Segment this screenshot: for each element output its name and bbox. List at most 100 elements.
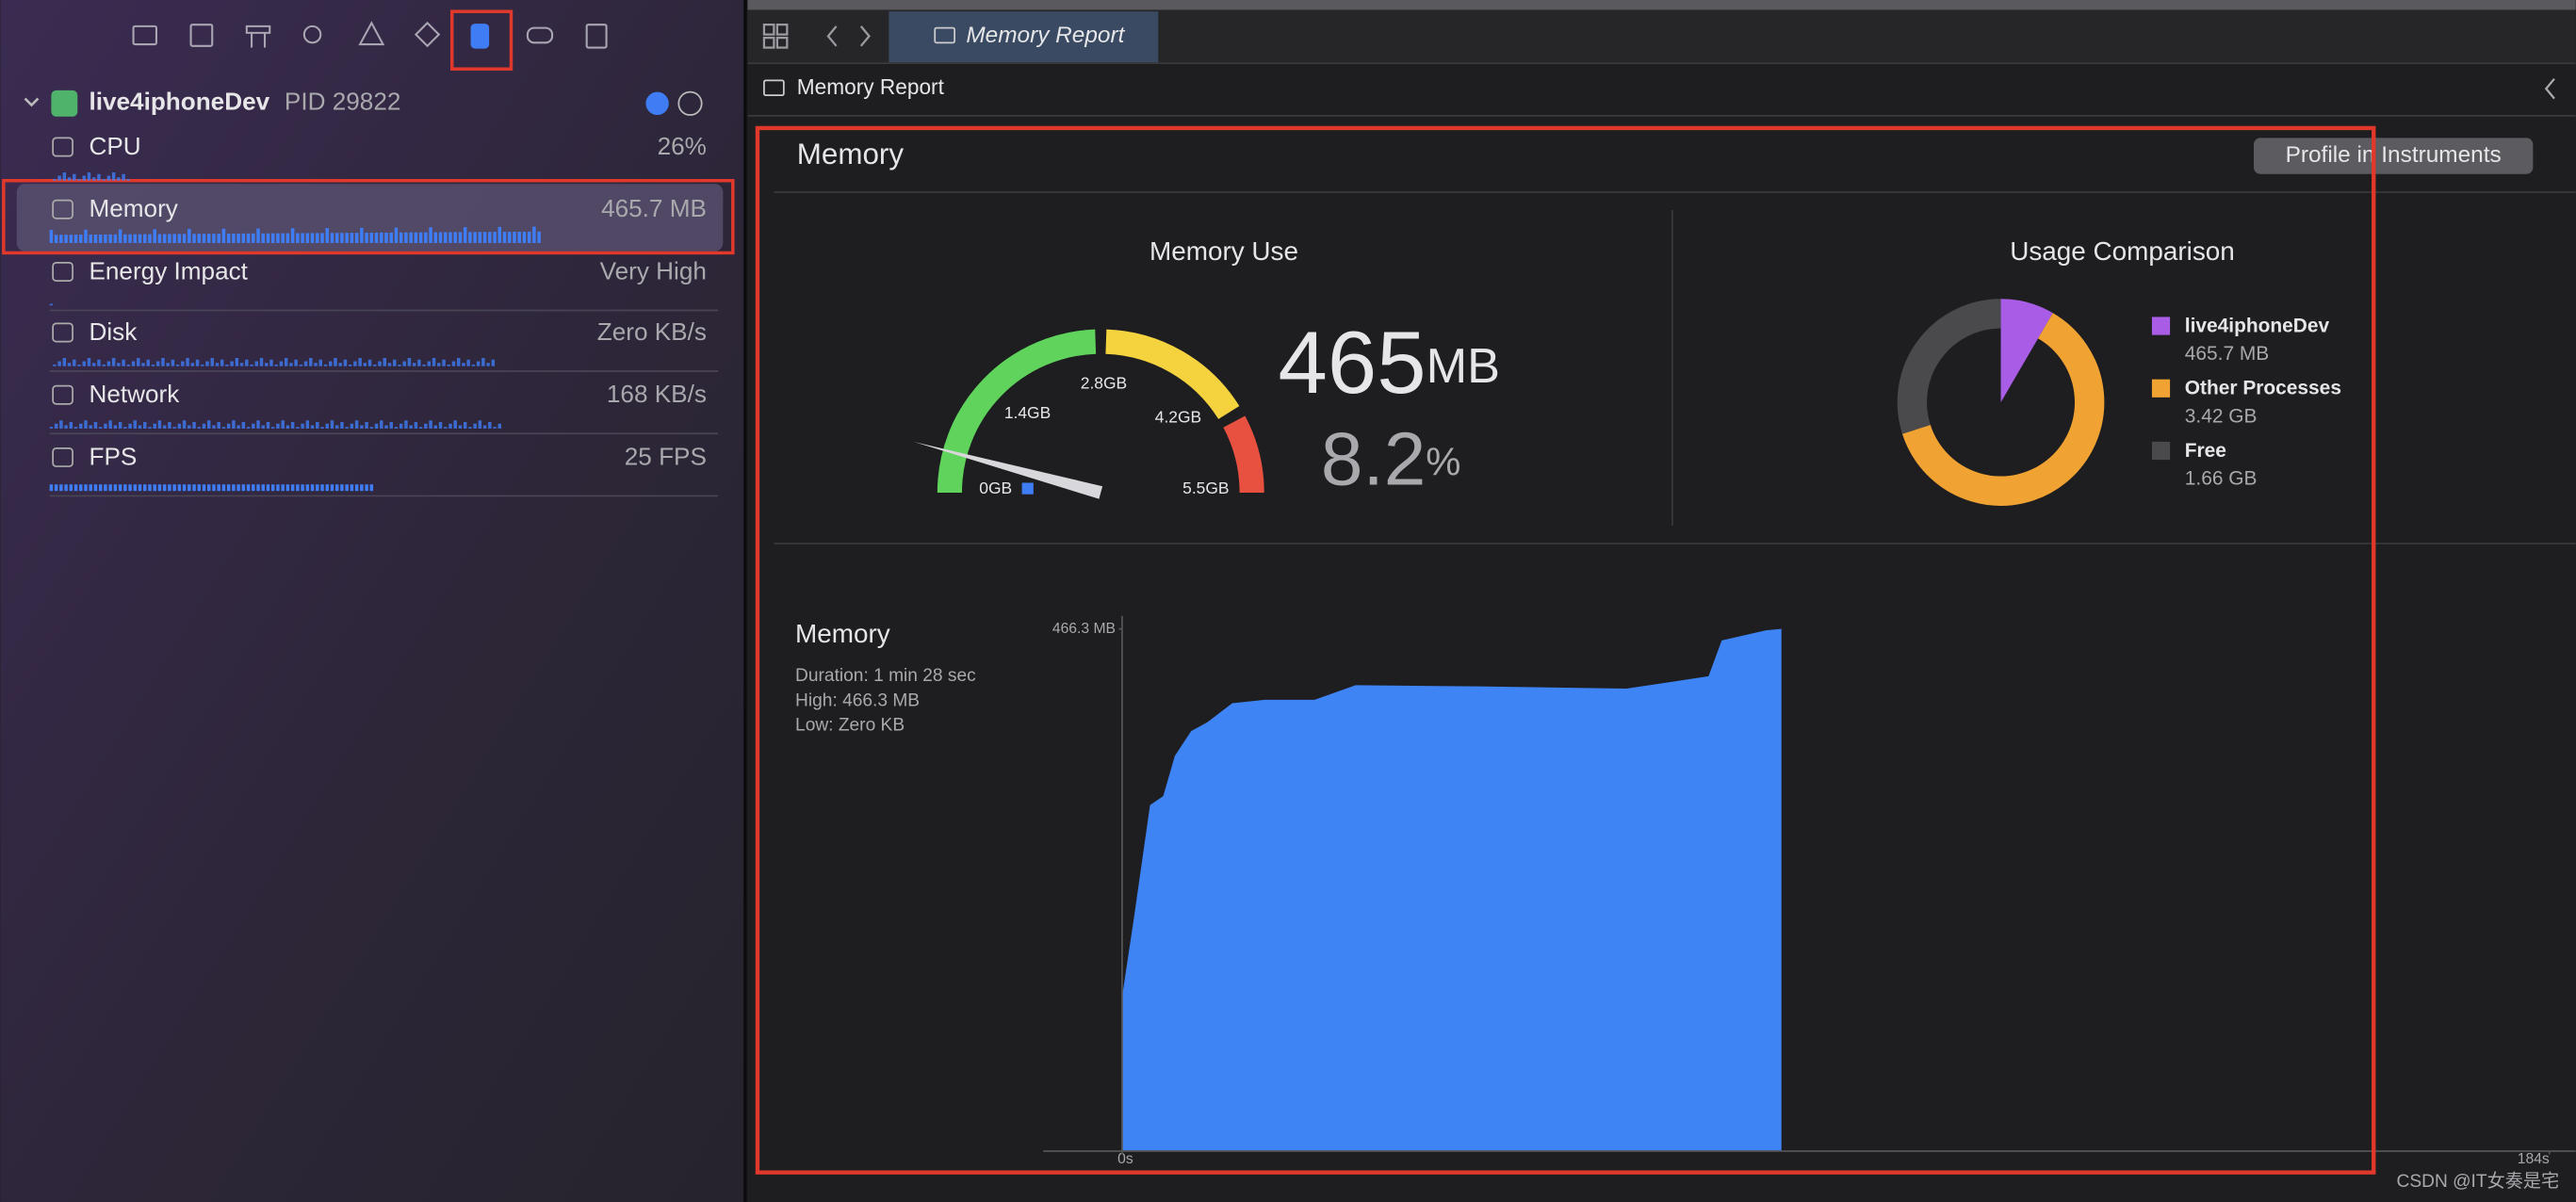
sparkline-bar [102, 364, 106, 366]
sparkline-bar [177, 234, 182, 243]
sparkline-bar [392, 359, 397, 366]
forward-button[interactable] [859, 25, 871, 47]
debug-icon[interactable] [470, 24, 490, 49]
sparkline-bar [493, 232, 497, 243]
sparkline-bar [334, 425, 339, 429]
sparkline-bar [422, 364, 426, 366]
sparkline-bar [482, 425, 487, 429]
sparkline-bar [394, 227, 399, 243]
sparkline-bar [338, 363, 342, 366]
row-icon [52, 384, 73, 405]
sparkline-bar [73, 427, 78, 429]
highlight-box [755, 125, 2376, 1175]
sparkline-bar [378, 361, 382, 366]
sparkline-bar [98, 484, 103, 492]
sparkline-bar [350, 484, 354, 492]
sparkline-bar [246, 427, 251, 429]
sparkline-bar [182, 234, 187, 243]
back-button[interactable] [826, 25, 838, 47]
sparkline-bar [458, 425, 463, 429]
sparkline-bar [354, 484, 359, 492]
folder-icon[interactable] [132, 24, 158, 46]
row-name: FPS [89, 442, 137, 470]
sparkline-bar [294, 359, 298, 366]
sparkline-bar [463, 227, 467, 243]
collapse-button[interactable] [2544, 77, 2555, 100]
sparkline-bar [266, 484, 270, 492]
sparkline-bar [438, 232, 443, 243]
sparkline-bar [261, 484, 266, 492]
sparkline-bar [402, 361, 406, 366]
sparkline-bar [502, 232, 507, 243]
sparkline-bar [177, 423, 182, 429]
sparkline-bar [232, 420, 236, 429]
sparkline-bar [157, 420, 162, 429]
sparkline-bar [462, 363, 465, 366]
find-icon[interactable] [302, 24, 322, 44]
sparkline-bar [437, 363, 441, 366]
gauge-zone [1223, 415, 1264, 494]
tab-title[interactable]: Memory Report [966, 23, 1125, 48]
sparkline-bar [172, 484, 176, 492]
memory-value-unit: MB [1427, 339, 1500, 394]
sparkline-bar [486, 363, 490, 366]
sparkline-bar [476, 361, 481, 366]
grid-icon[interactable] [762, 24, 775, 36]
sparkline-bar [212, 425, 216, 429]
sparkline-bar [215, 363, 220, 366]
sparkline-bar [345, 484, 349, 492]
sparkline-bar [93, 234, 98, 243]
breadcrumb[interactable]: Memory Report [797, 74, 945, 99]
sparkline-bar [162, 234, 167, 243]
sparkline-bar [212, 234, 216, 243]
sparkline-bar [171, 359, 175, 366]
row-name: Energy Impact [89, 256, 248, 284]
report-icon[interactable] [585, 24, 608, 49]
sparkline-bar [67, 177, 72, 181]
sparkline-bar [49, 303, 54, 306]
sparkline-bar [345, 233, 349, 243]
sparkline-bar [532, 226, 536, 243]
profile-button-label[interactable]: Profile in Instruments [2286, 142, 2502, 168]
source-control-icon[interactable] [189, 24, 214, 47]
legend-name: live4iphoneDev [2185, 315, 2330, 336]
sparkline-bar [340, 233, 344, 243]
gauge-marker [1021, 482, 1034, 495]
sparkline-bar [57, 175, 61, 181]
sparkline-bar [57, 361, 61, 366]
active-tab[interactable] [889, 11, 1159, 63]
sparkline-bar [232, 233, 236, 243]
sparkline-bar [367, 359, 372, 366]
sparkline-bar [133, 420, 138, 429]
highlight-box [449, 9, 514, 71]
sparkline-bar [448, 423, 452, 429]
sparkline-bar [417, 359, 421, 366]
sparkline-bar [281, 484, 285, 492]
row-icon [52, 199, 73, 219]
sparkline-bar [69, 484, 73, 492]
issue-icon[interactable] [358, 21, 385, 46]
row-icon [52, 447, 73, 467]
sparkline-bar [137, 358, 140, 366]
symbol-icon[interactable] [245, 24, 271, 48]
sparkline-bar [161, 358, 165, 366]
sparkline-bar [177, 484, 182, 492]
sparkline-bar [261, 425, 266, 429]
separator [747, 62, 2576, 64]
sparkline-bar [303, 361, 308, 366]
legend-value: 465.7 MB [2185, 343, 2270, 365]
breakpoint-icon[interactable] [526, 26, 554, 44]
graph-detail: Duration: 1 min 28 sec [795, 666, 976, 686]
sparkline-bar [117, 177, 121, 181]
gauge-icon[interactable] [677, 90, 703, 116]
legend-swatch [2151, 441, 2171, 461]
disclosure-arrow[interactable] [24, 97, 40, 107]
test-icon[interactable] [414, 21, 441, 48]
info-icon[interactable] [645, 91, 669, 116]
profile-button[interactable] [2253, 138, 2534, 174]
sparkline-bar [128, 234, 132, 243]
sparkline-bar [432, 358, 436, 366]
sparkline-bar [187, 425, 191, 429]
sparkline-bar [175, 364, 180, 366]
sparkline-bar [354, 233, 359, 243]
